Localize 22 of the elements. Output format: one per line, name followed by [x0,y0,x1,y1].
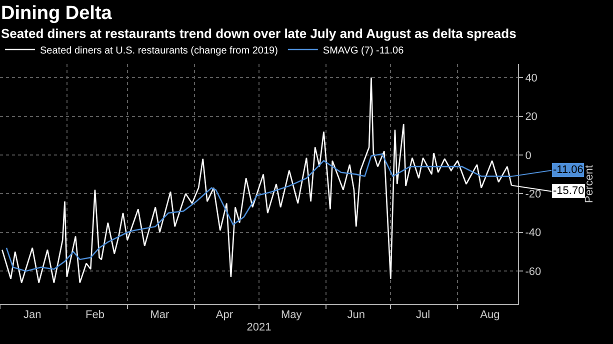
x-tick-label: Apr [216,309,234,322]
y-axis-title: Percent [583,165,596,203]
x-tick-label: Jul [416,309,430,322]
x-tick-label: Mar [150,309,170,322]
x-tick-label: Jan [24,309,42,322]
annotation: -15.70 [553,185,584,197]
legend-label: Seated diners at U.S. restaurants (change from 2019) [40,45,278,56]
y-tick-label: -60 [525,266,542,278]
y-tick-label: 0 [525,150,532,162]
x-tick-label: Aug [480,309,500,322]
annotation: -11.06 [553,164,584,176]
y-tick-label: 40 [525,72,538,84]
x-axis-title: 2021 [246,321,272,334]
x-tick-label: Feb [85,309,104,322]
x-tick-label: Jun [347,309,366,322]
y-tick-label: -40 [525,227,542,240]
chart-title: Dining Delta [1,3,112,24]
x-tick-label: May [280,309,302,322]
legend-label: SMAVG (7) -11.06 [322,45,404,56]
chart-subtitle: Seated diners at restaurants trend down over late July and August as delta spreads [1,26,516,41]
y-tick-label: -20 [525,188,542,201]
y-tick-label: 20 [525,111,538,124]
